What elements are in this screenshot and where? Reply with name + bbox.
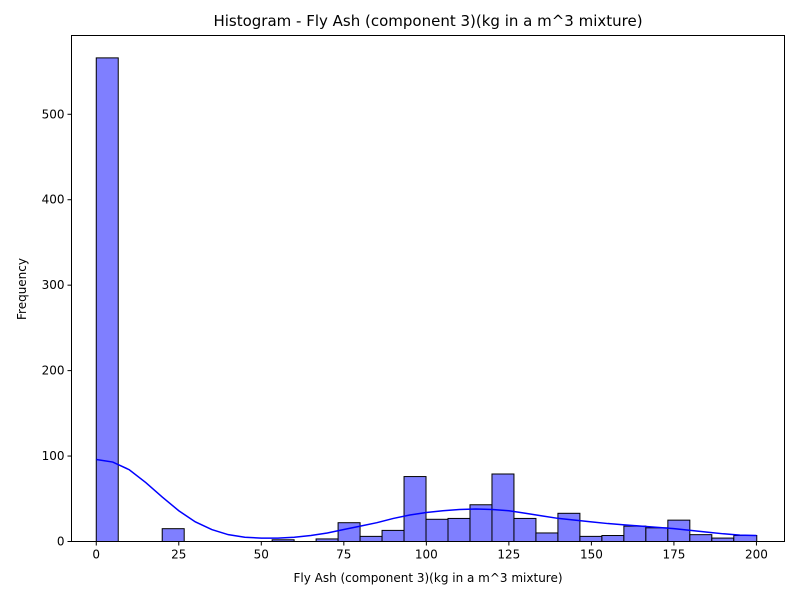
histogram-bar-13 [381, 529, 405, 543]
y-axis-label: Frequency [15, 258, 29, 320]
x-axis-label: Fly Ash (component 3)(kg in a m^3 mixtur… [293, 571, 562, 585]
bars-layer [95, 57, 758, 543]
kde-density-line [96, 458, 757, 539]
histogram-bar-24 [623, 525, 647, 542]
x-tick-label-150: 150 [580, 548, 603, 562]
y-tick-label-200: 200 [42, 364, 65, 378]
histogram-bar-23 [601, 535, 625, 543]
chart-title: Histogram - Fly Ash (component 3)(kg in … [213, 12, 642, 30]
histogram-bar-27 [689, 534, 713, 543]
histogram-bar-22 [579, 535, 603, 542]
y-tick-label-500: 500 [42, 107, 65, 121]
histogram-bar-16 [447, 517, 471, 543]
y-axis-ticks: 0 100 200 300 400 500 [42, 107, 72, 549]
x-tick-label-0: 0 [92, 548, 100, 562]
x-tick-label-75: 75 [336, 548, 351, 562]
histogram-bar-19 [513, 517, 537, 543]
histogram-bar-11 [337, 522, 361, 542]
x-tick-label-50: 50 [254, 548, 269, 562]
plot-area-frame [71, 35, 785, 542]
histogram-bar-29 [733, 535, 758, 543]
y-tick-label-300: 300 [42, 278, 65, 292]
x-tick-label-25: 25 [171, 548, 186, 562]
histogram-bar-28 [711, 537, 735, 542]
x-tick-label-175: 175 [662, 548, 685, 562]
x-tick-label-200: 200 [745, 548, 768, 562]
x-tick-label-125: 125 [497, 548, 520, 562]
histogram-bar-25 [645, 527, 669, 542]
y-tick-label-0: 0 [57, 535, 65, 549]
histogram-bar-18 [491, 473, 515, 542]
histogram-bar-15 [425, 518, 449, 543]
y-tick-label-100: 100 [42, 449, 65, 463]
x-axis-ticks: 0 25 50 75 100 125 150 175 200 [92, 541, 768, 562]
histogram-bar-20 [535, 532, 559, 542]
y-tick-label-400: 400 [42, 193, 65, 207]
histogram-bar-3 [161, 528, 185, 543]
histogram-bar-0 [95, 57, 119, 543]
histogram-bar-17 [469, 504, 493, 542]
x-tick-label-100: 100 [415, 548, 438, 562]
histogram-bar-26 [667, 519, 691, 543]
histogram-bar-14 [403, 476, 427, 542]
kde-layer [96, 458, 757, 539]
histogram-bar-12 [359, 535, 383, 542]
histogram-bar-21 [557, 512, 581, 543]
